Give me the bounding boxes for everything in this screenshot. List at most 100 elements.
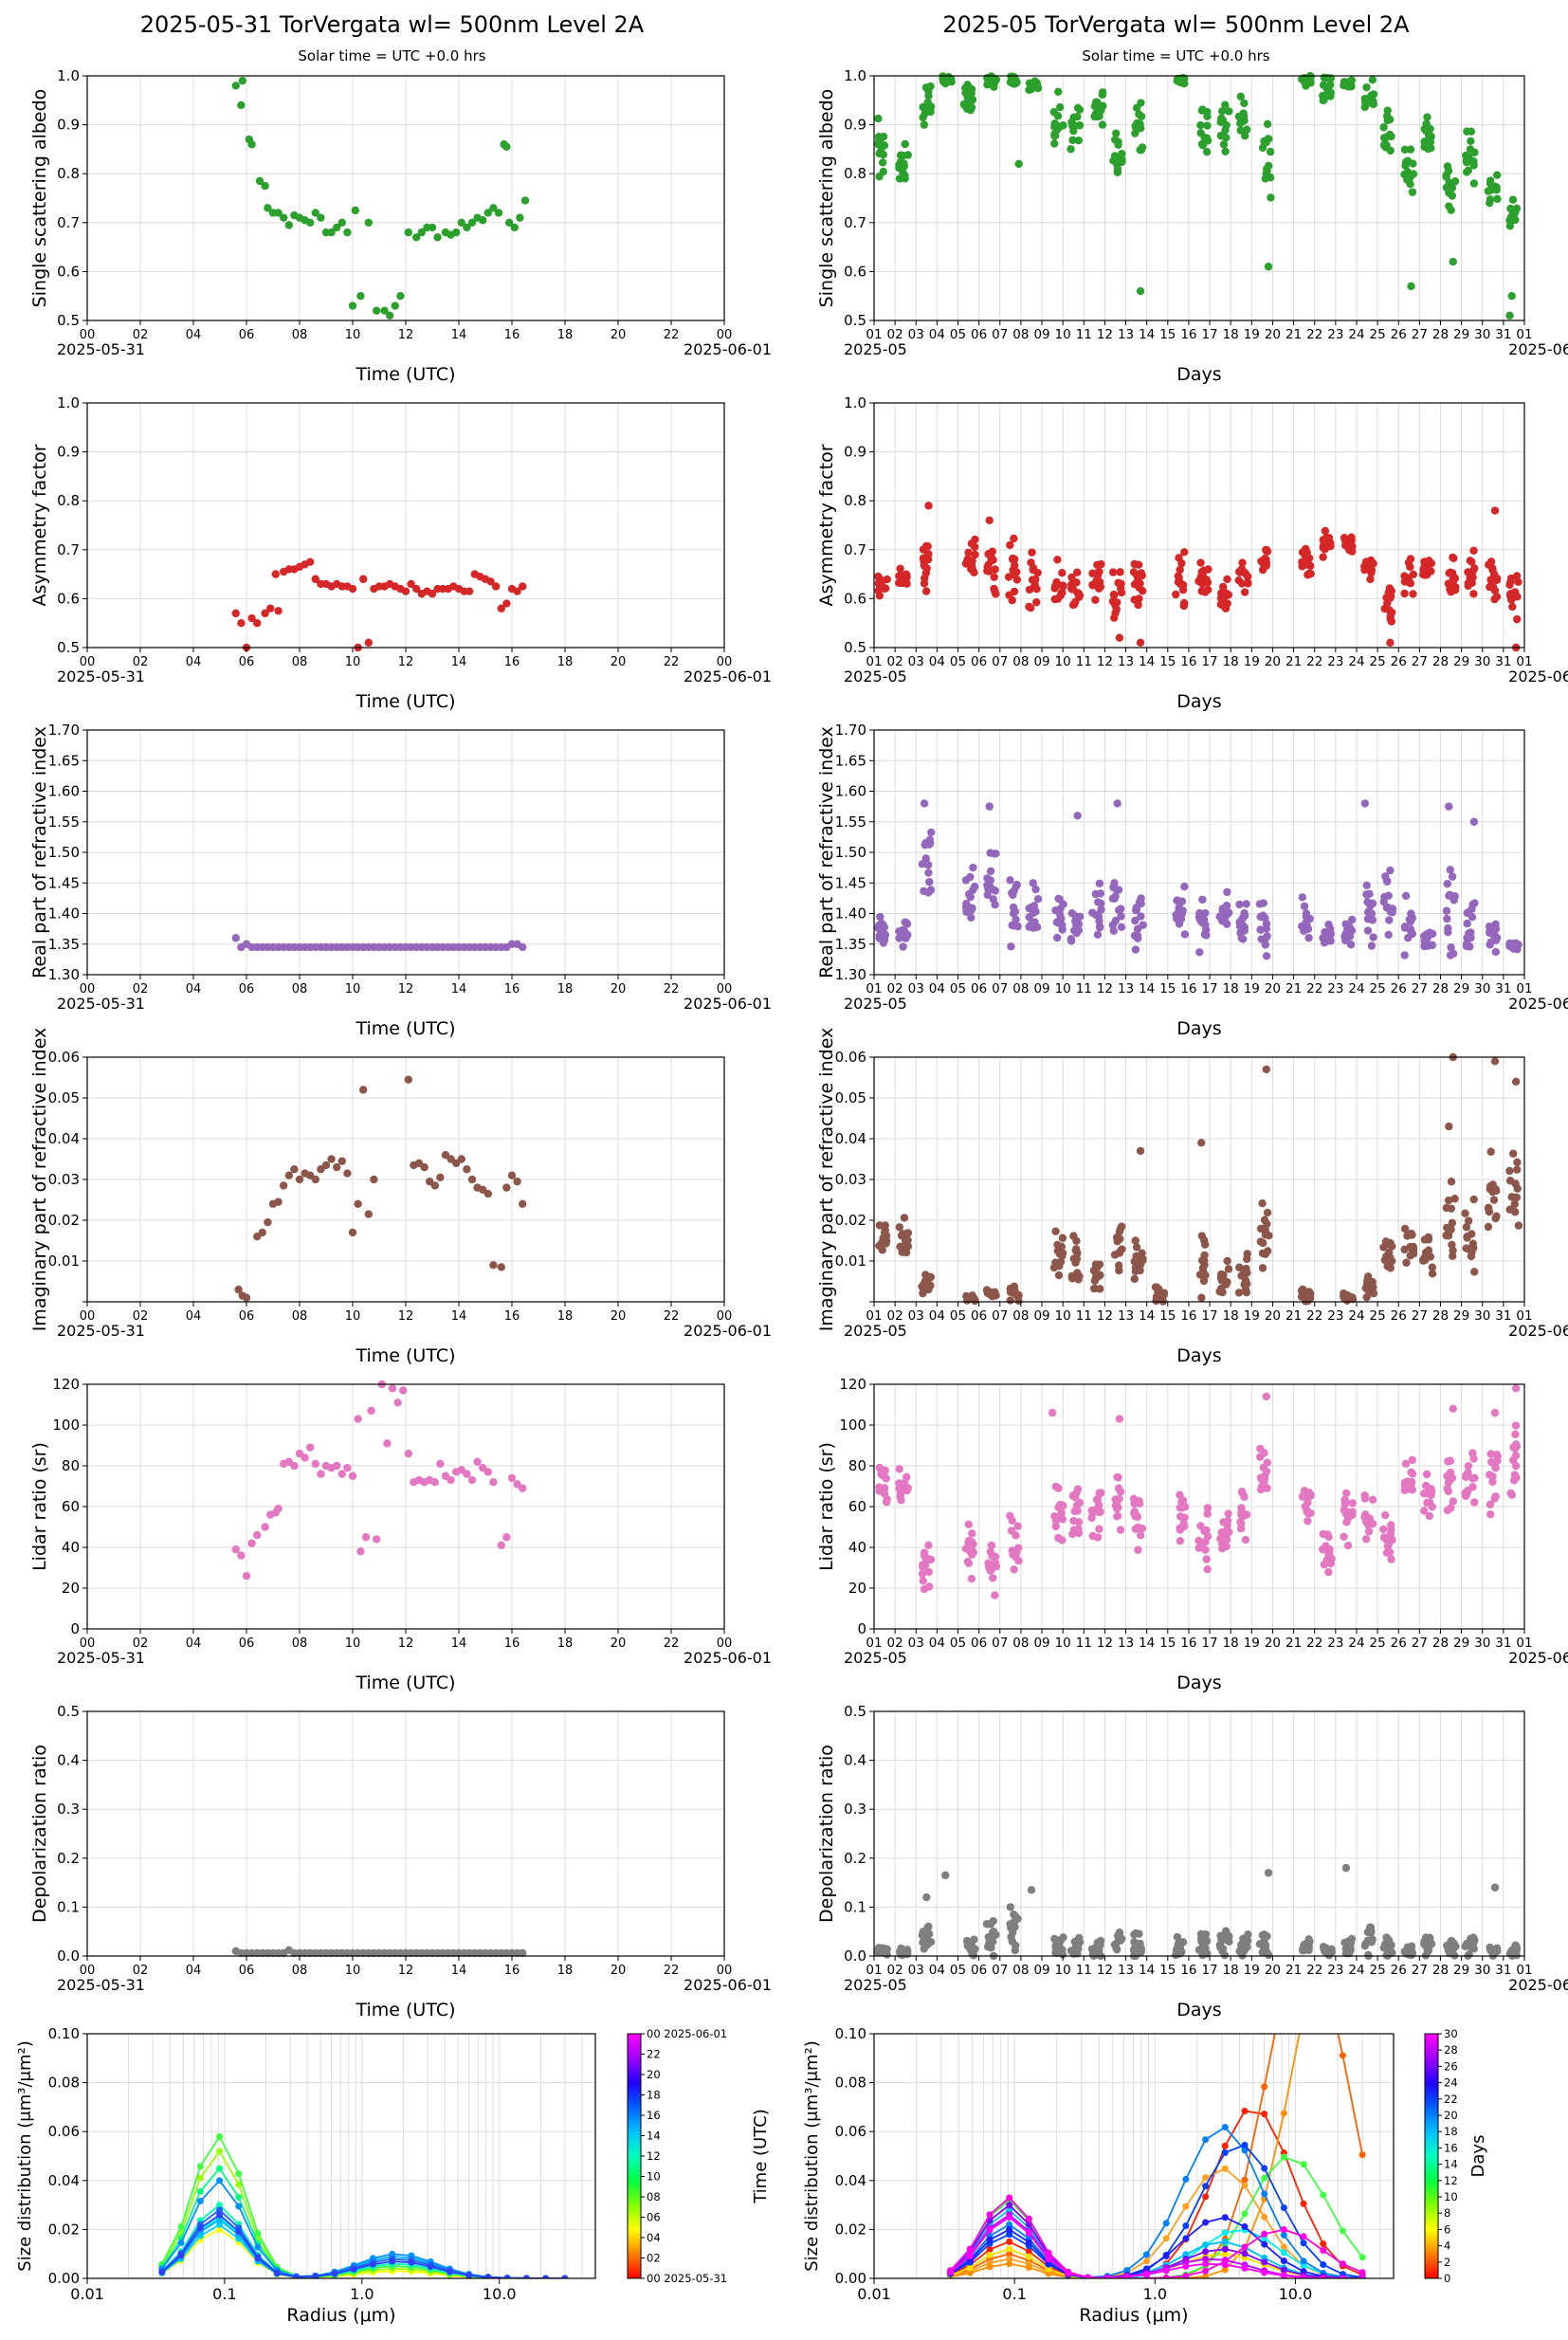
data-point (881, 1947, 890, 1955)
data-point (1244, 578, 1252, 587)
data-point (1408, 1455, 1416, 1465)
data-point (1259, 899, 1268, 907)
x-tick-label: 02 (133, 655, 149, 669)
x-range-start-label: 2025-05 (844, 1649, 907, 1667)
data-point (1386, 866, 1395, 875)
data-point (983, 890, 992, 900)
size-series-point (1358, 2275, 1366, 2278)
colorbar-tick-label: 12 (647, 2149, 661, 2163)
data-point (1445, 569, 1453, 577)
x-tick-label: 18 (1223, 1963, 1239, 1978)
data-point (343, 1463, 352, 1472)
data-point (1133, 931, 1142, 941)
data-point (457, 218, 465, 227)
size-series-point (1261, 2258, 1268, 2266)
data-point (896, 564, 904, 573)
data-point (1425, 557, 1433, 565)
x-tick-label: 18 (557, 655, 574, 669)
x-tick-label: 01 (866, 981, 882, 996)
data-point (896, 151, 905, 159)
x-tick-label: 26 (1391, 1636, 1407, 1651)
data-point (1447, 1178, 1456, 1186)
data-point (1469, 1195, 1478, 1204)
data-point (1095, 879, 1104, 887)
colorbar-tick-label: 0 (1444, 2272, 1450, 2285)
size-series-point (1045, 2270, 1052, 2277)
data-point (1320, 91, 1328, 101)
data-point (1448, 872, 1457, 881)
data-point (1203, 121, 1212, 130)
data-point (1511, 1384, 1521, 1393)
x-tick-label: 14 (1139, 327, 1155, 342)
y-tick-label: 1.65 (48, 752, 80, 769)
data-point (1447, 943, 1455, 952)
data-point (1486, 195, 1495, 204)
data-point (959, 100, 969, 109)
data-point (964, 1559, 974, 1567)
x-tick-label: 27 (1412, 654, 1428, 669)
data-point (1303, 913, 1311, 923)
size-series-point (1025, 2253, 1032, 2260)
data-point (1442, 173, 1450, 181)
data-point (1514, 577, 1522, 587)
size-series-point (1358, 2151, 1366, 2159)
data-point (1461, 1209, 1469, 1217)
data-point (1304, 1936, 1313, 1945)
data-point (1462, 1223, 1471, 1232)
data-point (1014, 159, 1023, 169)
size-series-point (1241, 2250, 1249, 2258)
x-tick-label: 26 (1391, 654, 1407, 669)
y-tick-label: 0.03 (48, 1171, 80, 1188)
size-series-point (1241, 2210, 1249, 2218)
data-point (1463, 908, 1471, 918)
data-point (317, 213, 325, 222)
size-series-point (1006, 2260, 1013, 2268)
data-point (1057, 1508, 1066, 1517)
data-point (1490, 1883, 1500, 1892)
size-series-point (1261, 2165, 1268, 2172)
size-series-line (950, 2216, 1363, 2278)
data-point (1200, 1251, 1209, 1260)
data-point (991, 1558, 999, 1567)
colorbar-tick-label: 22 (647, 2048, 661, 2061)
chart-daily-ssa: 0.50.60.70.80.91.000 02 04 06 08 10 12 14 16 18 20… (29, 67, 772, 385)
data-point (1304, 924, 1313, 933)
data-point (1385, 916, 1394, 924)
data-point (1362, 1292, 1371, 1302)
data-point (1445, 1122, 1453, 1131)
data-point (991, 565, 999, 574)
data-point (1461, 1942, 1469, 1950)
data-point (1238, 558, 1247, 567)
x-tick-label: 04 (186, 655, 202, 669)
data-point (901, 139, 909, 149)
x-tick-label: 21 (1285, 981, 1302, 996)
size-series-point (1280, 2272, 1287, 2278)
data-point (510, 223, 519, 232)
data-point (1223, 1525, 1231, 1533)
x-tick-label: 12 (398, 328, 414, 342)
y-axis-label: Imaginary part of refractive index (29, 1028, 50, 1332)
data-point (1486, 576, 1495, 584)
x-tick-label: 16 (504, 982, 520, 996)
data-point (1424, 144, 1432, 154)
plot-frame (86, 2033, 596, 2279)
x-tick-label: 31 (1495, 1636, 1511, 1651)
data-point (306, 218, 315, 227)
colorbar-label: Days (1468, 2135, 1488, 2178)
x-tick-label: 17 (1201, 654, 1217, 669)
size-series-point (1221, 2142, 1229, 2149)
data-point (964, 1520, 973, 1528)
data-point (1239, 112, 1249, 120)
x-tick-label: 01 (866, 327, 882, 342)
size-series-point (350, 2265, 357, 2273)
data-point (502, 1533, 511, 1542)
x-tick-label: 17 (1201, 1308, 1217, 1324)
size-series-point (986, 2226, 994, 2234)
size-series-point (293, 2274, 301, 2278)
size-series-point (408, 2258, 415, 2266)
data-point (1173, 74, 1182, 83)
data-point (1033, 895, 1043, 904)
data-point (391, 302, 399, 310)
data-point (253, 1530, 262, 1540)
data-point (447, 1475, 455, 1485)
